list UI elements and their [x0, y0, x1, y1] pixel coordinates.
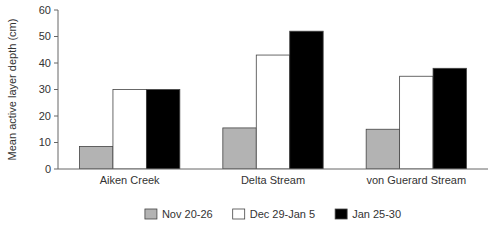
y-axis-line: [58, 10, 59, 169]
x-tick-label: Delta Stream: [241, 174, 305, 186]
bar: [146, 90, 179, 170]
legend-label: Jan 25-30: [352, 208, 401, 220]
y-axis-label: Mean active layer depth (cm): [6, 19, 18, 161]
legend-item: Dec 29-Jan 5: [233, 208, 315, 220]
legend-label: Nov 20-26: [162, 208, 213, 220]
y-tick-label: 60: [39, 4, 51, 16]
legend-item: Jan 25-30: [335, 208, 401, 220]
y-tick-label: 0: [45, 163, 51, 175]
bar: [433, 68, 466, 169]
bar: [113, 90, 146, 170]
legend: Nov 20-26 Dec 29-Jan 5 Jan 25-30: [145, 208, 401, 220]
y-tick-label: 20: [39, 110, 51, 122]
y-tick: [54, 10, 58, 11]
y-tick: [54, 142, 58, 143]
y-tick-label: 10: [39, 136, 51, 148]
bar: [366, 129, 399, 169]
bar: [400, 76, 433, 169]
y-tick: [54, 63, 58, 64]
legend-item: Nov 20-26: [145, 208, 213, 220]
y-tick-label: 40: [39, 57, 51, 69]
y-tick: [54, 89, 58, 90]
legend-swatch: [335, 209, 347, 219]
y-tick-label: 50: [39, 30, 51, 42]
bar: [223, 128, 256, 169]
legend-swatch: [233, 209, 245, 219]
legend-label: Dec 29-Jan 5: [250, 208, 315, 220]
bars: [80, 31, 467, 169]
bar: [290, 31, 323, 169]
x-axis-line: [58, 169, 488, 170]
bar: [80, 146, 113, 169]
legend-swatch: [145, 209, 157, 219]
y-tick-label: 30: [39, 83, 51, 95]
x-tick-label: Aiken Creek: [100, 174, 160, 186]
bar: [256, 55, 289, 169]
x-tick-label: von Guerard Stream: [367, 174, 467, 186]
y-tick: [54, 36, 58, 37]
chart-container: 0 10 20 30 40 50 60 Mean active layer depth (cm…: [0, 0, 500, 231]
y-tick: [54, 116, 58, 117]
y-tick: [54, 169, 58, 170]
chart-svg: 0 10 20 30 40 50 60 Mean active layer depth (cm…: [0, 0, 500, 231]
